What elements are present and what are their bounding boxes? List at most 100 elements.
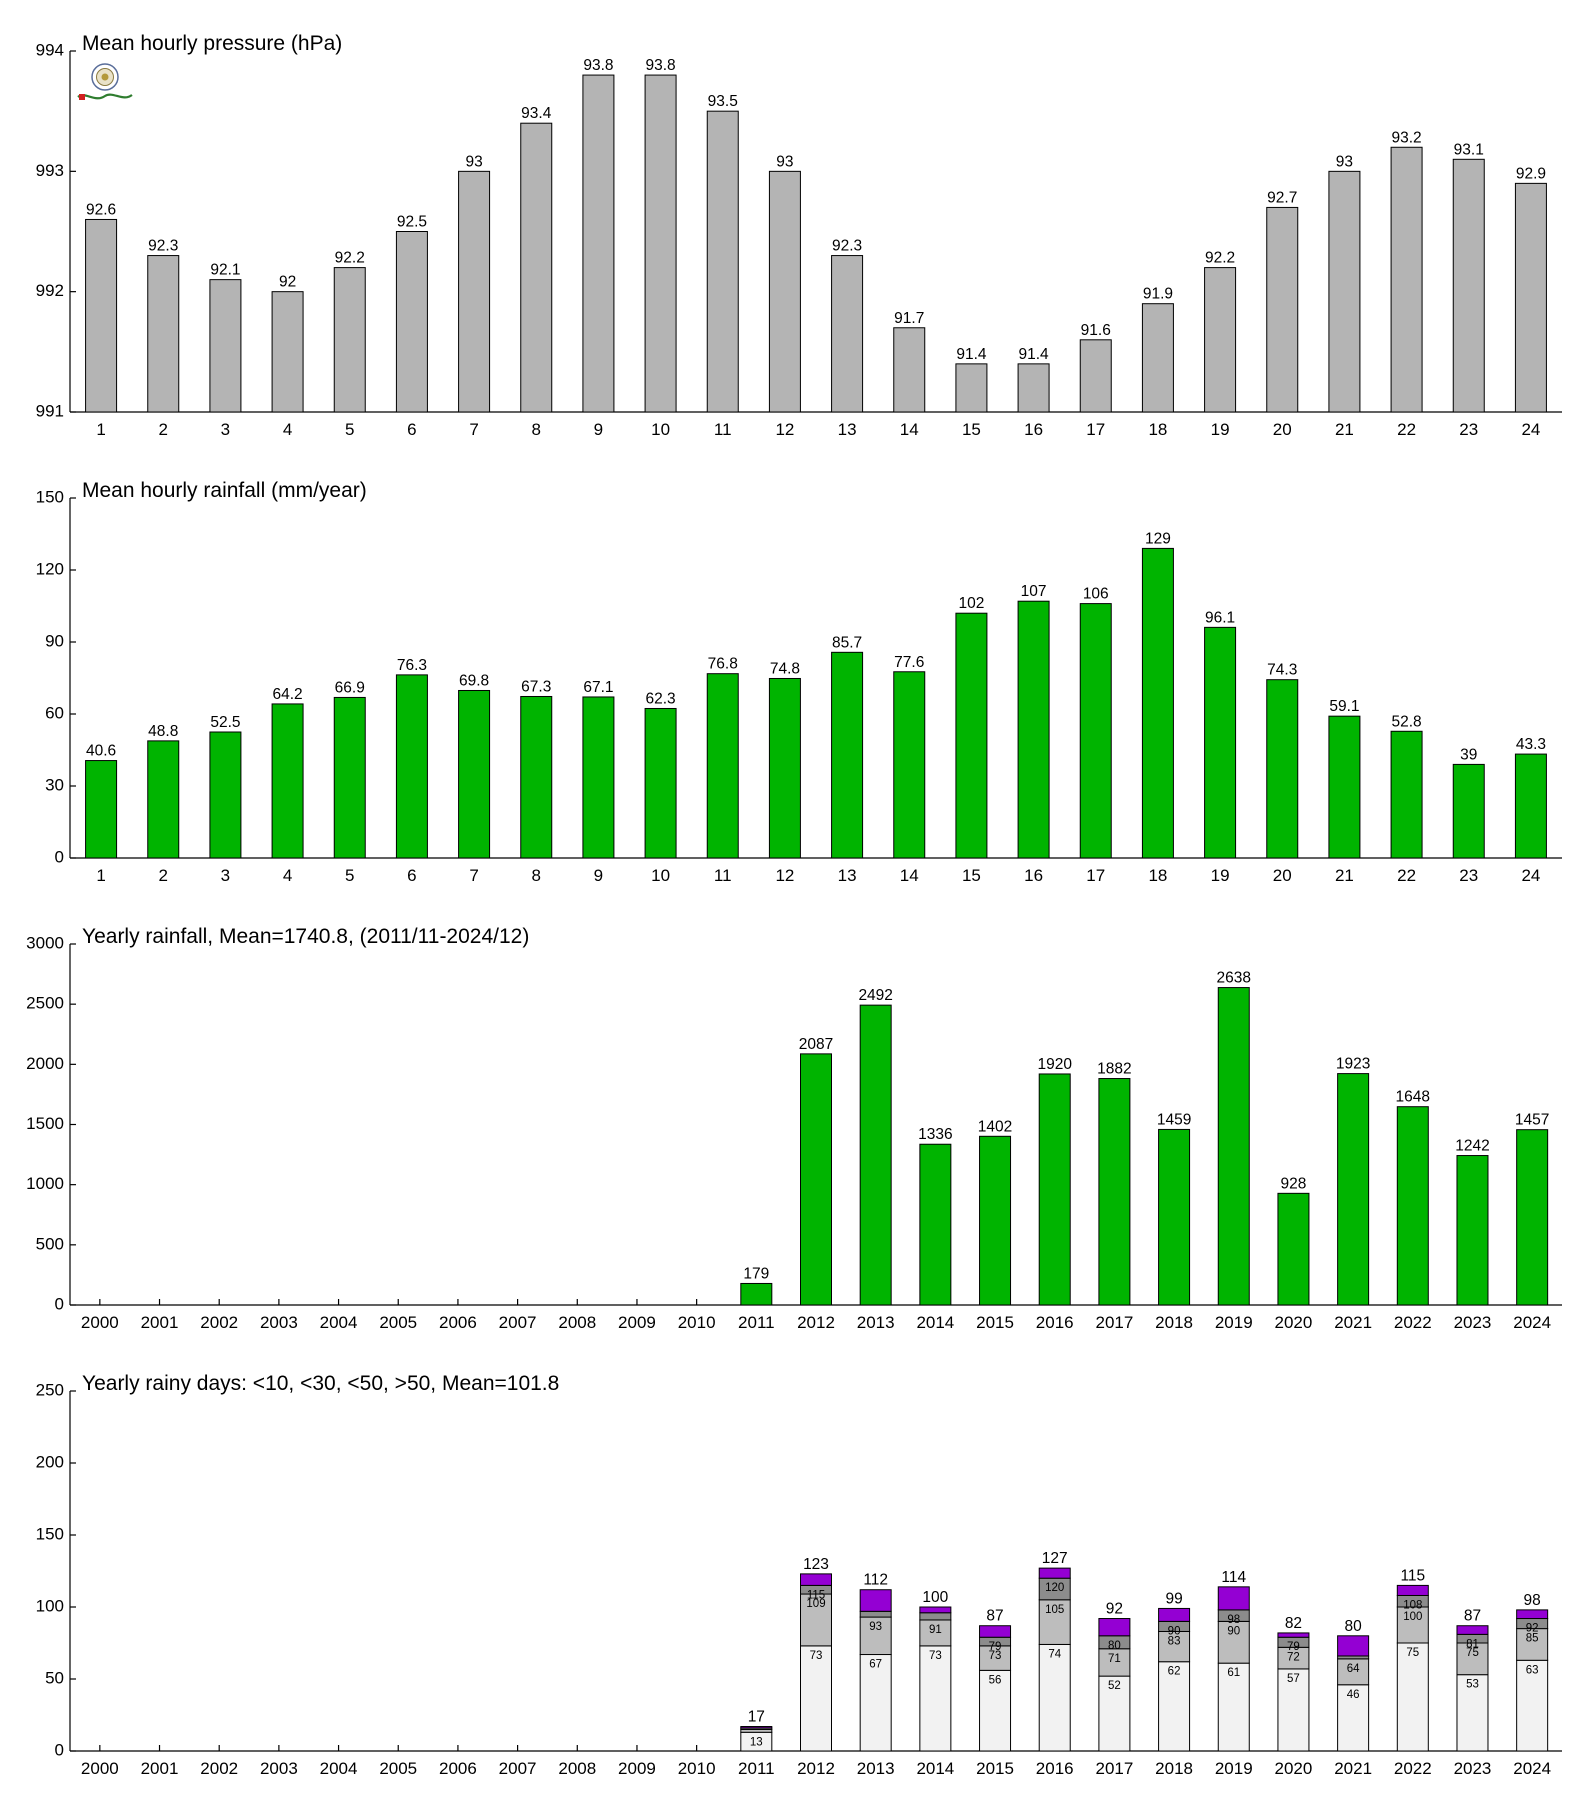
segment-value-label: 83 [1168,1635,1181,1647]
x-tick-label: 1 [96,866,105,885]
y-tick-label: 993 [36,161,64,180]
x-tick-label: 2022 [1394,1759,1432,1778]
segment-value-label: 71 [1108,1653,1121,1665]
bar [582,696,615,859]
bar-value-label: 2087 [799,1036,833,1053]
bar [800,1053,832,1306]
x-tick-label: 2011 [738,1313,775,1332]
bar [1079,603,1112,859]
x-tick-label: 16 [1024,866,1043,885]
bar [1516,1129,1549,1306]
x-tick-label: 2018 [1155,1759,1193,1778]
bar-value-label: 93.8 [645,57,675,74]
segment-value-label: 90 [1168,1625,1181,1637]
bar [1514,753,1547,859]
bar-value-label: 92.6 [86,201,116,218]
bar-value-label: 129 [1145,530,1171,547]
bar-value-label: 93.1 [1454,141,1484,158]
segment-value-label: 52 [1108,1680,1121,1692]
x-tick-label: 23 [1459,420,1478,439]
bar-total-label: 99 [1165,1590,1182,1607]
bar [1456,1155,1489,1306]
bar [1204,626,1237,859]
bar-value-label: 93.5 [708,93,738,110]
bar-segment-gt50 [1038,1567,1071,1579]
bar-total-label: 82 [1285,1615,1302,1632]
bar-segment-gt50 [1098,1618,1131,1637]
bar-total-label: 17 [748,1709,765,1726]
bar-value-label: 39 [1460,746,1477,763]
x-tick-label: 2014 [916,1759,954,1778]
x-tick-label: 2002 [200,1759,238,1778]
x-tick-label: 2005 [379,1313,417,1332]
bar-value-label: 1923 [1336,1056,1370,1073]
bar-value-label: 96.1 [1205,609,1235,626]
bar [1204,267,1237,413]
bar [1337,1073,1370,1306]
bar [1017,600,1050,859]
bar [768,677,801,859]
bar-segment-lt10 [1098,1675,1131,1752]
bar [644,74,677,413]
segment-value-label: 108 [1403,1599,1422,1611]
bar-value-label: 93.2 [1391,129,1421,146]
bar-value-label: 85.7 [832,634,862,651]
bar-value-label: 67.1 [583,679,613,696]
bar-value-label: 93.4 [521,105,552,122]
segment-value-label: 46 [1347,1689,1360,1701]
chart-title: Yearly rainfall, Mean=1740.8, (2011/11-2… [82,925,529,948]
bar [893,327,926,413]
bar [1390,730,1423,859]
x-tick-label: 8 [532,866,541,885]
bar-value-label: 91.6 [1081,322,1111,339]
bar-value-label: 76.3 [397,657,427,674]
segment-value-label: 64 [1347,1663,1360,1675]
x-tick-label: 2005 [379,1759,417,1778]
x-tick-label: 17 [1086,866,1105,885]
bar-value-label: 74.3 [1267,662,1297,679]
bar-value-label: 106 [1083,586,1109,603]
bar [893,671,926,859]
bar-segment-gt50 [740,1726,773,1729]
segment-value-label: 85 [1526,1633,1539,1645]
segment-value-label: 92 [1526,1623,1539,1635]
x-tick-label: 12 [775,420,794,439]
segment-value-label: 105 [1045,1604,1064,1616]
x-tick-label: 2021 [1334,1759,1372,1778]
x-tick-label: 2015 [976,1759,1014,1778]
x-tick-label: 3 [221,420,230,439]
bar-segment-lt10 [1516,1659,1549,1752]
segment-value-label: 79 [989,1641,1002,1653]
x-tick-label: 4 [283,420,292,439]
y-tick-label: 1500 [26,1114,64,1133]
segment-value-label: 56 [989,1674,1002,1686]
y-tick-label: 1000 [26,1174,64,1193]
bar [1141,303,1174,413]
y-tick-label: 0 [55,1740,64,1759]
bar-value-label: 2638 [1217,970,1251,987]
bar [582,74,615,413]
chart-title: Yearly rainy days: <10, <30, <50, >50, M… [82,1372,559,1395]
bar-value-label: 92.3 [148,238,178,255]
x-tick-label: 2013 [857,1759,895,1778]
bar-segment-gt50 [979,1625,1012,1638]
logo-icon [77,63,133,100]
x-tick-label: 2003 [260,1313,298,1332]
y-tick-label: 0 [55,1294,64,1313]
bar-value-label: 69.8 [459,672,489,689]
x-tick-label: 15 [962,420,981,439]
bar-value-label: 64.2 [272,686,302,703]
bar-value-label: 52.8 [1391,713,1421,730]
bar-total-label: 98 [1524,1592,1541,1609]
x-tick-label: 2003 [260,1759,298,1778]
bar-value-label: 48.8 [148,723,178,740]
bar-total-label: 80 [1344,1618,1362,1635]
x-tick-label: 2019 [1215,1759,1253,1778]
bar-value-label: 928 [1281,1175,1307,1192]
x-tick-label: 2020 [1275,1313,1313,1332]
bar [520,122,553,413]
x-tick-label: 2016 [1036,1313,1074,1332]
x-tick-label: 2023 [1454,1759,1492,1778]
x-tick-label: 2011 [738,1759,775,1778]
bar-total-label: 92 [1106,1601,1123,1618]
